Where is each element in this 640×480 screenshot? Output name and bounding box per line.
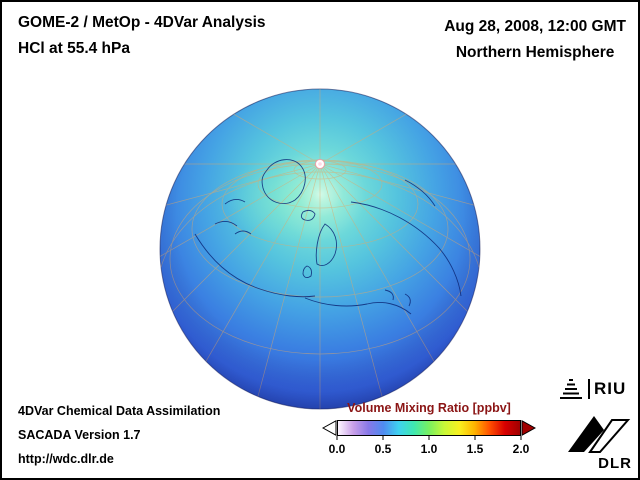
pole-spot-core [318, 162, 322, 166]
figure-title: GOME-2 / MetOp - 4DVar Analysis [18, 14, 266, 31]
header-datetime-block: Aug 28, 2008, 12:00 GMT Northern Hemisph… [444, 14, 626, 66]
footer-line-url: http://wdc.dlr.de [18, 452, 114, 466]
dlr-logo-text: DLR [598, 455, 632, 472]
colorbar-tick-label: 0.5 [374, 442, 392, 456]
dlr-logo: DLR [562, 406, 634, 472]
datetime-label: Aug 28, 2008, 12:00 GMT [444, 18, 626, 35]
figure-subtitle: HCl at 55.4 hPa [18, 40, 130, 57]
colorbar-tick [520, 436, 522, 440]
footer-line-version: SACADA Version 1.7 [18, 428, 141, 442]
riu-logo-divider [588, 379, 590, 399]
colorbar-arrow-left-icon [322, 420, 337, 436]
dlr-wings-icon [568, 416, 631, 453]
globe-svg [159, 88, 481, 410]
limb-shading [160, 89, 480, 409]
colorbar-tick-label: 1.0 [420, 442, 438, 456]
colorbar-title: Volume Mixing Ratio [ppbv] [347, 401, 511, 415]
colorbar-tick [382, 436, 384, 440]
colorbar-arrow-right [521, 420, 536, 436]
colorbar-ticks [336, 436, 522, 440]
colorbar-gradient [337, 420, 521, 436]
riu-logo: RIU [558, 376, 636, 402]
hemisphere-label: Northern Hemisphere [455, 44, 615, 61]
colorbar-tick [428, 436, 430, 440]
colorbar-labels: 0.0 0.5 1.0 1.5 2.0 [329, 442, 530, 457]
colorbar-arrow-left [322, 420, 337, 436]
colorbar [322, 420, 536, 436]
riu-strata-icon [560, 379, 582, 399]
colorbar-arrow-right-icon [521, 420, 536, 436]
riu-logo-text: RIU [594, 379, 627, 398]
colorbar-tick [474, 436, 476, 440]
footer-line-assimilation: 4DVar Chemical Data Assimilation [18, 404, 221, 418]
colorbar-tick [336, 436, 338, 440]
colorbar-tick-label: 0.0 [328, 442, 346, 456]
colorbar-tick-label: 2.0 [512, 442, 530, 456]
colorbar-tick-label: 1.5 [466, 442, 484, 456]
globe-map [155, 84, 485, 414]
